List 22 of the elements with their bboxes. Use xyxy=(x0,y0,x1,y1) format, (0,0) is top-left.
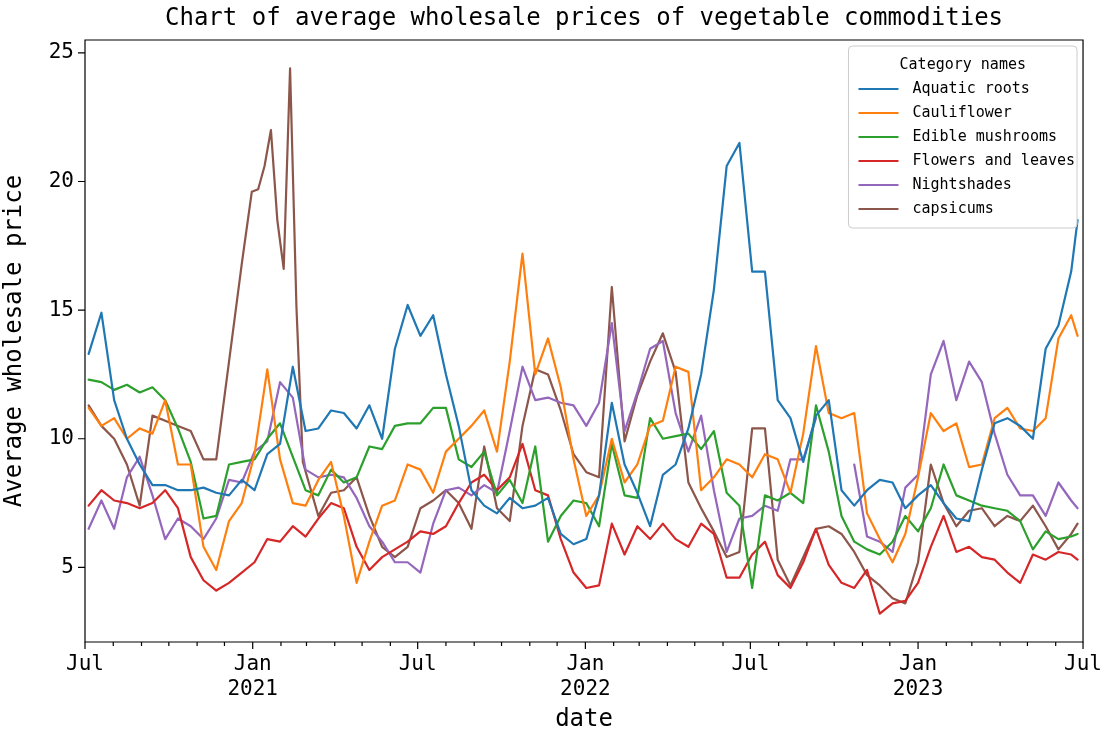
x-tick-label: Jul xyxy=(1064,651,1102,676)
legend-label: Nightshades xyxy=(912,174,1012,193)
legend-label: Cauliflower xyxy=(912,102,1012,121)
x-tick-label: Jan 2022 xyxy=(560,651,611,701)
x-tick-label: Jul xyxy=(398,651,437,676)
legend-label: capsicums xyxy=(912,198,994,217)
chart-title: Chart of average wholesale prices of vegetable commodities xyxy=(164,3,1004,32)
legend-label: Flowers and leaves xyxy=(912,150,1076,169)
y-tick-label: 20 xyxy=(48,167,74,192)
legend-label: Aquatic roots xyxy=(912,78,1030,97)
y-tick-label: 5 xyxy=(61,553,74,578)
y-tick-label: 25 xyxy=(48,39,74,64)
x-tick-label: Jul xyxy=(66,651,104,676)
x-tick-label: Jan 2021 xyxy=(227,651,278,701)
y-tick-label: 10 xyxy=(48,425,74,450)
x-tick-label: Jul xyxy=(731,651,770,676)
y-axis-title: Average wholesale price xyxy=(0,174,27,508)
x-axis-title: date xyxy=(555,703,613,732)
y-tick-label: 15 xyxy=(48,296,74,321)
x-tick-label: Jan 2023 xyxy=(892,651,944,701)
legend-label: Edible mushrooms xyxy=(912,126,1057,145)
legend-title: Category names xyxy=(899,54,1026,73)
